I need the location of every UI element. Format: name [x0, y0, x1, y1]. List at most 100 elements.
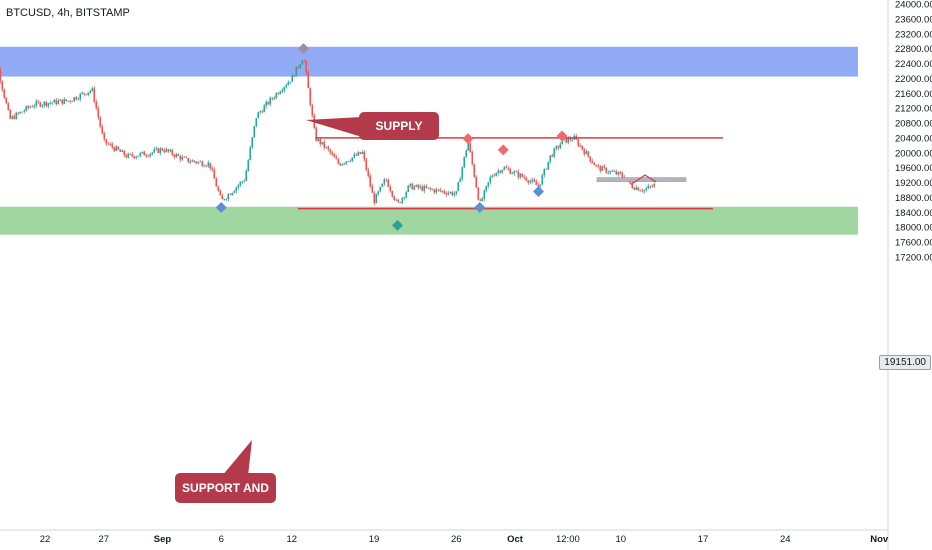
candle-body [87, 92, 90, 95]
candle-body [307, 72, 310, 89]
x-tick-label: 17 [698, 534, 709, 545]
candle-body [57, 100, 60, 105]
candle-body [73, 97, 76, 102]
candle-body [215, 178, 218, 187]
candle-body [185, 157, 188, 159]
candle-body [61, 99, 64, 104]
candle-body [501, 169, 504, 173]
support-zone [0, 206, 858, 235]
candle-body [593, 162, 596, 166]
candle-body [11, 116, 14, 119]
candle-body [189, 161, 192, 163]
candle-body [545, 168, 548, 170]
candle-body [127, 153, 130, 158]
candle-body [95, 101, 98, 109]
zones-layer [0, 46, 858, 235]
candle-body [473, 164, 476, 177]
candle-body [413, 186, 416, 190]
candle-body [277, 93, 280, 94]
candle-body [223, 199, 226, 200]
candle-body [353, 154, 356, 158]
candle-body [119, 149, 122, 152]
candle-body [19, 111, 22, 114]
candle-body [417, 184, 420, 188]
candle-body [229, 194, 232, 196]
candle-body [103, 133, 106, 140]
candle-body [357, 152, 360, 156]
candle-body [239, 182, 242, 186]
candle-body [383, 179, 386, 184]
current-price-tag: 19151.00 [879, 355, 931, 370]
candle-body [589, 156, 592, 162]
candle-body [369, 175, 372, 187]
candle-body [479, 199, 482, 201]
candle-body [587, 151, 590, 157]
candle-body [561, 139, 564, 145]
candle-body [213, 169, 216, 179]
candle-body [481, 198, 484, 201]
candle-body [323, 141, 326, 148]
x-tick-label: Oct [507, 534, 524, 545]
candle-body [451, 192, 454, 196]
price-axis[interactable]: 24000.00 23600.00 23200.00 22800.00 22400.00… [895, 0, 932, 263]
candle-body [231, 192, 234, 196]
candle-body [303, 60, 306, 62]
candle-body [471, 152, 474, 165]
candle-body [431, 189, 434, 190]
candle-body [321, 141, 324, 145]
candle-body [525, 178, 528, 181]
candle-body [131, 154, 134, 157]
candle-body [9, 110, 12, 119]
candle-body [365, 159, 368, 171]
candle-body [443, 191, 446, 194]
candle-body [233, 191, 236, 193]
candle-body [599, 166, 602, 171]
y-tick-label: 21200.00 [895, 104, 932, 115]
candle-body [377, 191, 380, 195]
candle-body [519, 173, 522, 178]
candle-body [285, 85, 288, 88]
x-tick-label: 19 [369, 534, 380, 545]
x-tick-label: 10 [615, 534, 626, 545]
candle-body [609, 171, 612, 173]
x-tick-label: 24 [780, 534, 791, 545]
candle-body [639, 190, 642, 192]
candle-body [65, 99, 68, 101]
candle-body [643, 189, 646, 192]
candle-body [295, 66, 298, 77]
candle-body [597, 165, 600, 167]
marker-diamond [298, 43, 309, 55]
candle-body [553, 148, 556, 157]
candle-body [557, 146, 560, 148]
candle-body [53, 99, 56, 103]
candle-body [539, 184, 542, 187]
candle-body [249, 147, 252, 161]
candle-body [645, 188, 648, 190]
candle-body [613, 171, 616, 173]
candle-body [141, 151, 144, 154]
candle-body [49, 102, 52, 104]
candle-body [419, 186, 422, 188]
candle-body [173, 154, 176, 157]
candle-body [503, 167, 506, 170]
candle-body [205, 165, 208, 167]
candle-body [499, 170, 502, 173]
candle-body [163, 150, 166, 152]
candle-body [571, 139, 574, 141]
candle-body [435, 189, 438, 193]
candle-body [269, 97, 272, 105]
candle-body [425, 186, 428, 188]
candle-body [33, 105, 36, 107]
candle-body [135, 156, 138, 158]
candle-body [631, 183, 634, 188]
candle-body [461, 167, 464, 179]
candle-body [0, 69, 2, 82]
candle-body [405, 191, 408, 198]
candle-body [59, 99, 62, 101]
time-axis[interactable]: 22 27 Sep 6 12 19 26 Oct 12:00 10 17 24 Nov [40, 534, 889, 545]
candle-body [583, 149, 586, 155]
candle-body [15, 112, 18, 119]
annotation-pointers [222, 117, 362, 476]
candle-body [591, 161, 594, 163]
